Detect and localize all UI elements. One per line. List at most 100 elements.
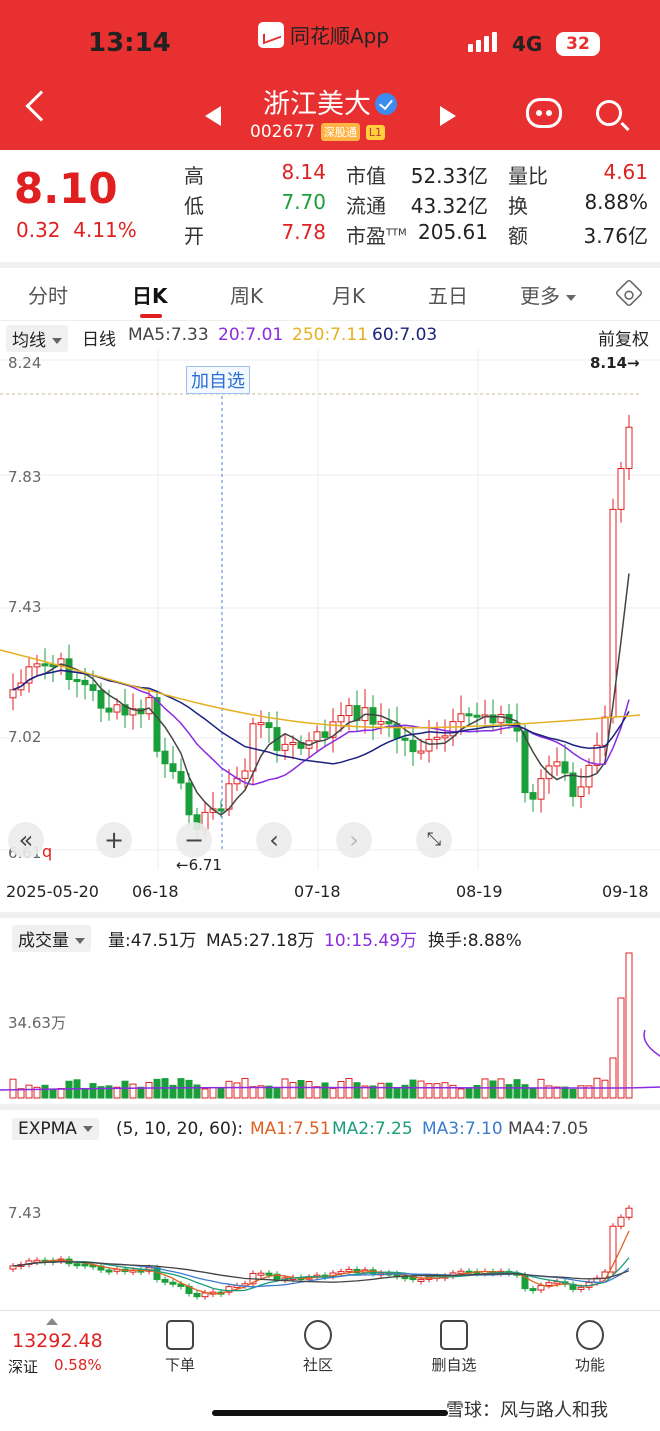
tab-more[interactable]: 更多: [520, 280, 576, 309]
candle-body: [345, 705, 353, 717]
volume-bar: [361, 1085, 369, 1099]
tab-intraday[interactable]: 分时: [28, 284, 68, 308]
volume-selector[interactable]: 成交量: [12, 925, 91, 952]
market-cap-label: 市值: [346, 164, 386, 188]
candle-body: [217, 808, 225, 812]
candle-body: [129, 708, 137, 716]
volume-value: 量:47.51万: [108, 931, 197, 951]
connect-tag: 深股通: [320, 123, 360, 141]
stock-code: 002677: [250, 122, 315, 142]
volume-bar: [81, 1089, 89, 1099]
ma-selector[interactable]: 均线: [6, 325, 68, 352]
add-watchlist-tag[interactable]: 加自选: [186, 366, 250, 394]
volume-y-label: 34.63万: [8, 1014, 66, 1032]
volume-bar: [281, 1078, 289, 1099]
volume-bar: [129, 1083, 137, 1099]
ma250-value: 250:7.11: [292, 325, 369, 345]
chart-settings-icon[interactable]: [614, 278, 644, 308]
volume-bar: [369, 1085, 377, 1099]
candle-body: [81, 679, 89, 686]
volume-bar: [609, 1057, 617, 1099]
volume-bar: [513, 1079, 521, 1099]
volume-bar: [433, 1083, 441, 1099]
scroll-left-button[interactable]: ‹: [256, 822, 292, 858]
y-label: 7.83: [8, 468, 42, 486]
volume-bar: [417, 1080, 425, 1099]
market-cap-value: 52.33亿: [410, 164, 488, 188]
candle-body: [105, 707, 113, 713]
price-adjust-selector[interactable]: 前复权: [598, 330, 649, 350]
candle-body: [537, 778, 545, 800]
chevron-down-icon: [52, 338, 62, 344]
divider: [0, 1104, 660, 1110]
zoom-out-fast-icon[interactable]: «: [8, 822, 44, 858]
watermark: 雪球：风与路人和我: [446, 1400, 608, 1421]
nav-functions[interactable]: 功能: [550, 1320, 630, 1375]
volume-bar: [377, 1082, 385, 1099]
candle-body: [113, 704, 121, 713]
previous-stock-icon[interactable]: [205, 106, 221, 126]
expma-candle-body: [257, 1272, 265, 1276]
ma250-line: [0, 649, 641, 729]
candle-body: [529, 792, 537, 800]
volume-bar: [249, 1086, 257, 1099]
expma-candle-body: [169, 1281, 177, 1285]
expma-ma2-line: [12, 1257, 630, 1292]
expma-candle-body: [345, 1268, 353, 1273]
candle-body: [553, 761, 561, 767]
nav-community[interactable]: 社区: [278, 1320, 358, 1375]
zoom-out-button[interactable]: −: [176, 822, 212, 858]
volume-bar: [273, 1087, 281, 1099]
minus-box-icon: [440, 1320, 468, 1350]
expma-ma4: MA4:7.05: [508, 1119, 589, 1139]
candle-body: [121, 704, 129, 716]
nav-remove-watchlist[interactable]: 删自选: [414, 1320, 494, 1375]
tab-weekly-k[interactable]: 周K: [230, 284, 264, 308]
candle-body: [401, 737, 409, 741]
volume-bar: [401, 1084, 409, 1099]
divider: [0, 320, 660, 321]
volume-turnover: 换手:8.88%: [428, 931, 522, 951]
tab-daily-k[interactable]: 日K: [132, 284, 168, 308]
volume-bar: [489, 1080, 497, 1099]
volume-bar: [257, 1085, 265, 1099]
candle-body: [617, 468, 625, 510]
float-cap-label: 流通: [346, 194, 386, 218]
nav-order[interactable]: 下单: [140, 1320, 220, 1375]
high-marker: 8.14→: [590, 354, 640, 372]
high-value: 8.14: [281, 160, 326, 184]
change-amount: 0.32: [16, 218, 61, 242]
tab-five-day[interactable]: 五日: [428, 284, 468, 308]
turnover-value: 8.88%: [584, 190, 648, 214]
scroll-right-button[interactable]: ›: [336, 822, 372, 858]
date-label: 07-18: [294, 882, 341, 901]
status-time: 13:14: [88, 28, 171, 58]
expma-selector[interactable]: EXPMA: [12, 1118, 99, 1140]
search-icon[interactable]: [596, 100, 622, 126]
volume-bar: [465, 1087, 473, 1099]
open-value: 7.78: [281, 220, 326, 244]
expma-candle-body: [545, 1282, 553, 1286]
expma-candle-body: [25, 1260, 33, 1265]
volume-bar: [113, 1086, 121, 1099]
expma-candle-body: [553, 1281, 561, 1285]
next-stock-icon[interactable]: [440, 106, 456, 126]
kline-chart[interactable]: [0, 350, 660, 910]
divider: [0, 262, 660, 268]
candle-body: [41, 663, 49, 667]
expma-candle-body: [537, 1284, 545, 1291]
expma-candle-body: [177, 1283, 185, 1287]
candle-body: [593, 744, 601, 766]
index-value[interactable]: 13292.48: [12, 1330, 103, 1352]
expma-candle-body: [193, 1292, 201, 1298]
fullscreen-icon[interactable]: ⤡: [416, 822, 452, 858]
app-name: 同花顺App: [290, 24, 390, 48]
volume-bar: [289, 1082, 297, 1099]
zoom-in-button[interactable]: +: [96, 822, 132, 858]
assistant-robot-icon[interactable]: [526, 98, 562, 128]
volume-bar: [49, 1089, 57, 1099]
candle-body: [425, 738, 433, 752]
candle-body: [33, 663, 41, 668]
candle-body: [289, 741, 297, 745]
tab-monthly-k[interactable]: 月K: [332, 284, 366, 308]
